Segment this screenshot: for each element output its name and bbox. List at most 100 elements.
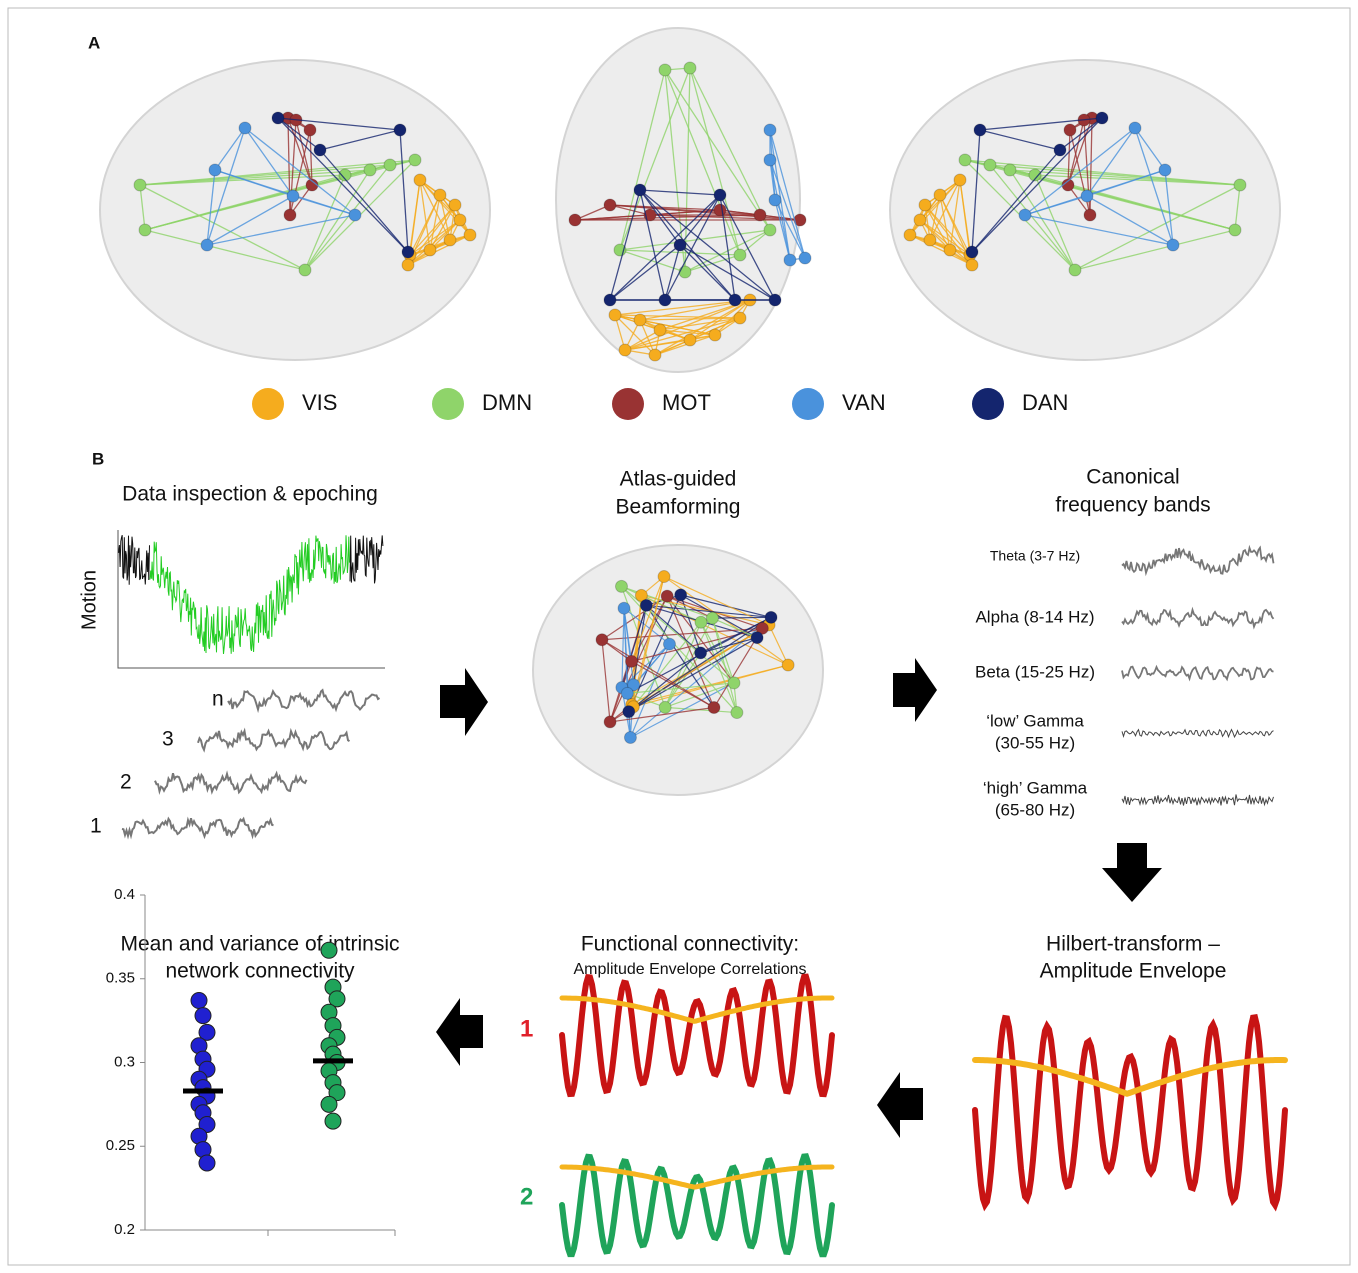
step-title: Amplitude Envelope — [1040, 960, 1227, 983]
node — [765, 611, 777, 623]
step-title: Mean and variance of intrinsic — [121, 933, 400, 956]
node — [434, 189, 446, 201]
legend-label: DAN — [1022, 390, 1068, 415]
node — [919, 199, 931, 211]
step-title: Beamforming — [616, 496, 741, 519]
node — [924, 234, 936, 246]
node — [1069, 264, 1081, 276]
node — [604, 294, 616, 306]
legend-label: VIS — [302, 390, 337, 415]
node — [1004, 164, 1016, 176]
epoch-label: 3 — [162, 728, 174, 751]
node — [394, 124, 406, 136]
node — [1081, 190, 1093, 202]
legend-swatch — [972, 388, 1004, 420]
node — [287, 190, 299, 202]
node — [624, 732, 636, 744]
node — [209, 164, 221, 176]
node — [764, 224, 776, 236]
step-title: Canonical — [1086, 466, 1179, 489]
node — [609, 309, 621, 321]
epoch-label: 1 — [90, 815, 102, 838]
node — [659, 64, 671, 76]
node — [134, 179, 146, 191]
step-title: Data inspection & epoching — [122, 483, 378, 506]
legend-swatch — [792, 388, 824, 420]
arrow — [893, 658, 937, 722]
node — [714, 204, 726, 216]
y-tick-label: 0.4 — [114, 886, 135, 903]
band-label: ‘low’ Gamma — [986, 711, 1084, 730]
node — [684, 62, 696, 74]
panel-label: A — [88, 33, 100, 52]
step-title: Atlas-guided — [620, 468, 737, 491]
band-label: (30-55 Hz) — [995, 733, 1075, 752]
node — [604, 716, 616, 728]
point — [195, 1008, 211, 1024]
node — [769, 194, 781, 206]
legend-swatch — [612, 388, 644, 420]
brain — [100, 60, 490, 360]
node — [954, 174, 966, 186]
node — [663, 638, 675, 650]
node — [626, 655, 638, 667]
envelope — [975, 1060, 1285, 1094]
band-label: Theta (3-7 Hz) — [990, 548, 1080, 564]
node — [661, 590, 673, 602]
node — [654, 324, 666, 336]
node — [709, 329, 721, 341]
node — [299, 264, 311, 276]
node — [634, 314, 646, 326]
node — [1159, 164, 1171, 176]
node — [618, 602, 630, 614]
motion-trace — [350, 535, 383, 583]
point — [321, 942, 337, 958]
signal-trace — [228, 690, 380, 709]
node — [139, 224, 151, 236]
node — [384, 159, 396, 171]
node — [904, 229, 916, 241]
band-label: Beta (15-25 Hz) — [975, 662, 1095, 681]
node — [658, 571, 670, 583]
node — [974, 124, 986, 136]
node — [675, 589, 687, 601]
node — [364, 164, 376, 176]
node — [708, 702, 720, 714]
point — [325, 1113, 341, 1129]
node — [449, 199, 461, 211]
node — [596, 634, 608, 646]
node — [959, 154, 971, 166]
step-title: frequency bands — [1055, 494, 1210, 517]
node — [679, 266, 691, 278]
node — [728, 677, 740, 689]
node — [304, 124, 316, 136]
node — [684, 334, 696, 346]
node — [201, 239, 213, 251]
arrow — [1102, 843, 1162, 902]
step-title: Hilbert-transform – — [1046, 933, 1220, 956]
node — [1019, 209, 1031, 221]
panel-label: B — [92, 449, 104, 468]
node — [349, 209, 361, 221]
brain — [890, 60, 1280, 360]
node — [444, 234, 456, 246]
epoch-label: 2 — [120, 771, 132, 794]
node — [782, 659, 794, 671]
node — [729, 294, 741, 306]
arrow — [440, 668, 488, 736]
signal-trace — [1122, 795, 1274, 806]
y-tick-label: 0.25 — [106, 1137, 135, 1154]
signal — [562, 977, 832, 1094]
point — [321, 1096, 337, 1112]
node — [714, 189, 726, 201]
node — [674, 239, 686, 251]
node — [966, 259, 978, 271]
y-tick-label: 0.3 — [114, 1053, 135, 1070]
node — [272, 112, 284, 124]
node — [402, 246, 414, 258]
node — [402, 259, 414, 271]
node — [784, 254, 796, 266]
node — [1096, 112, 1108, 124]
node — [659, 701, 671, 713]
node — [1054, 144, 1066, 156]
